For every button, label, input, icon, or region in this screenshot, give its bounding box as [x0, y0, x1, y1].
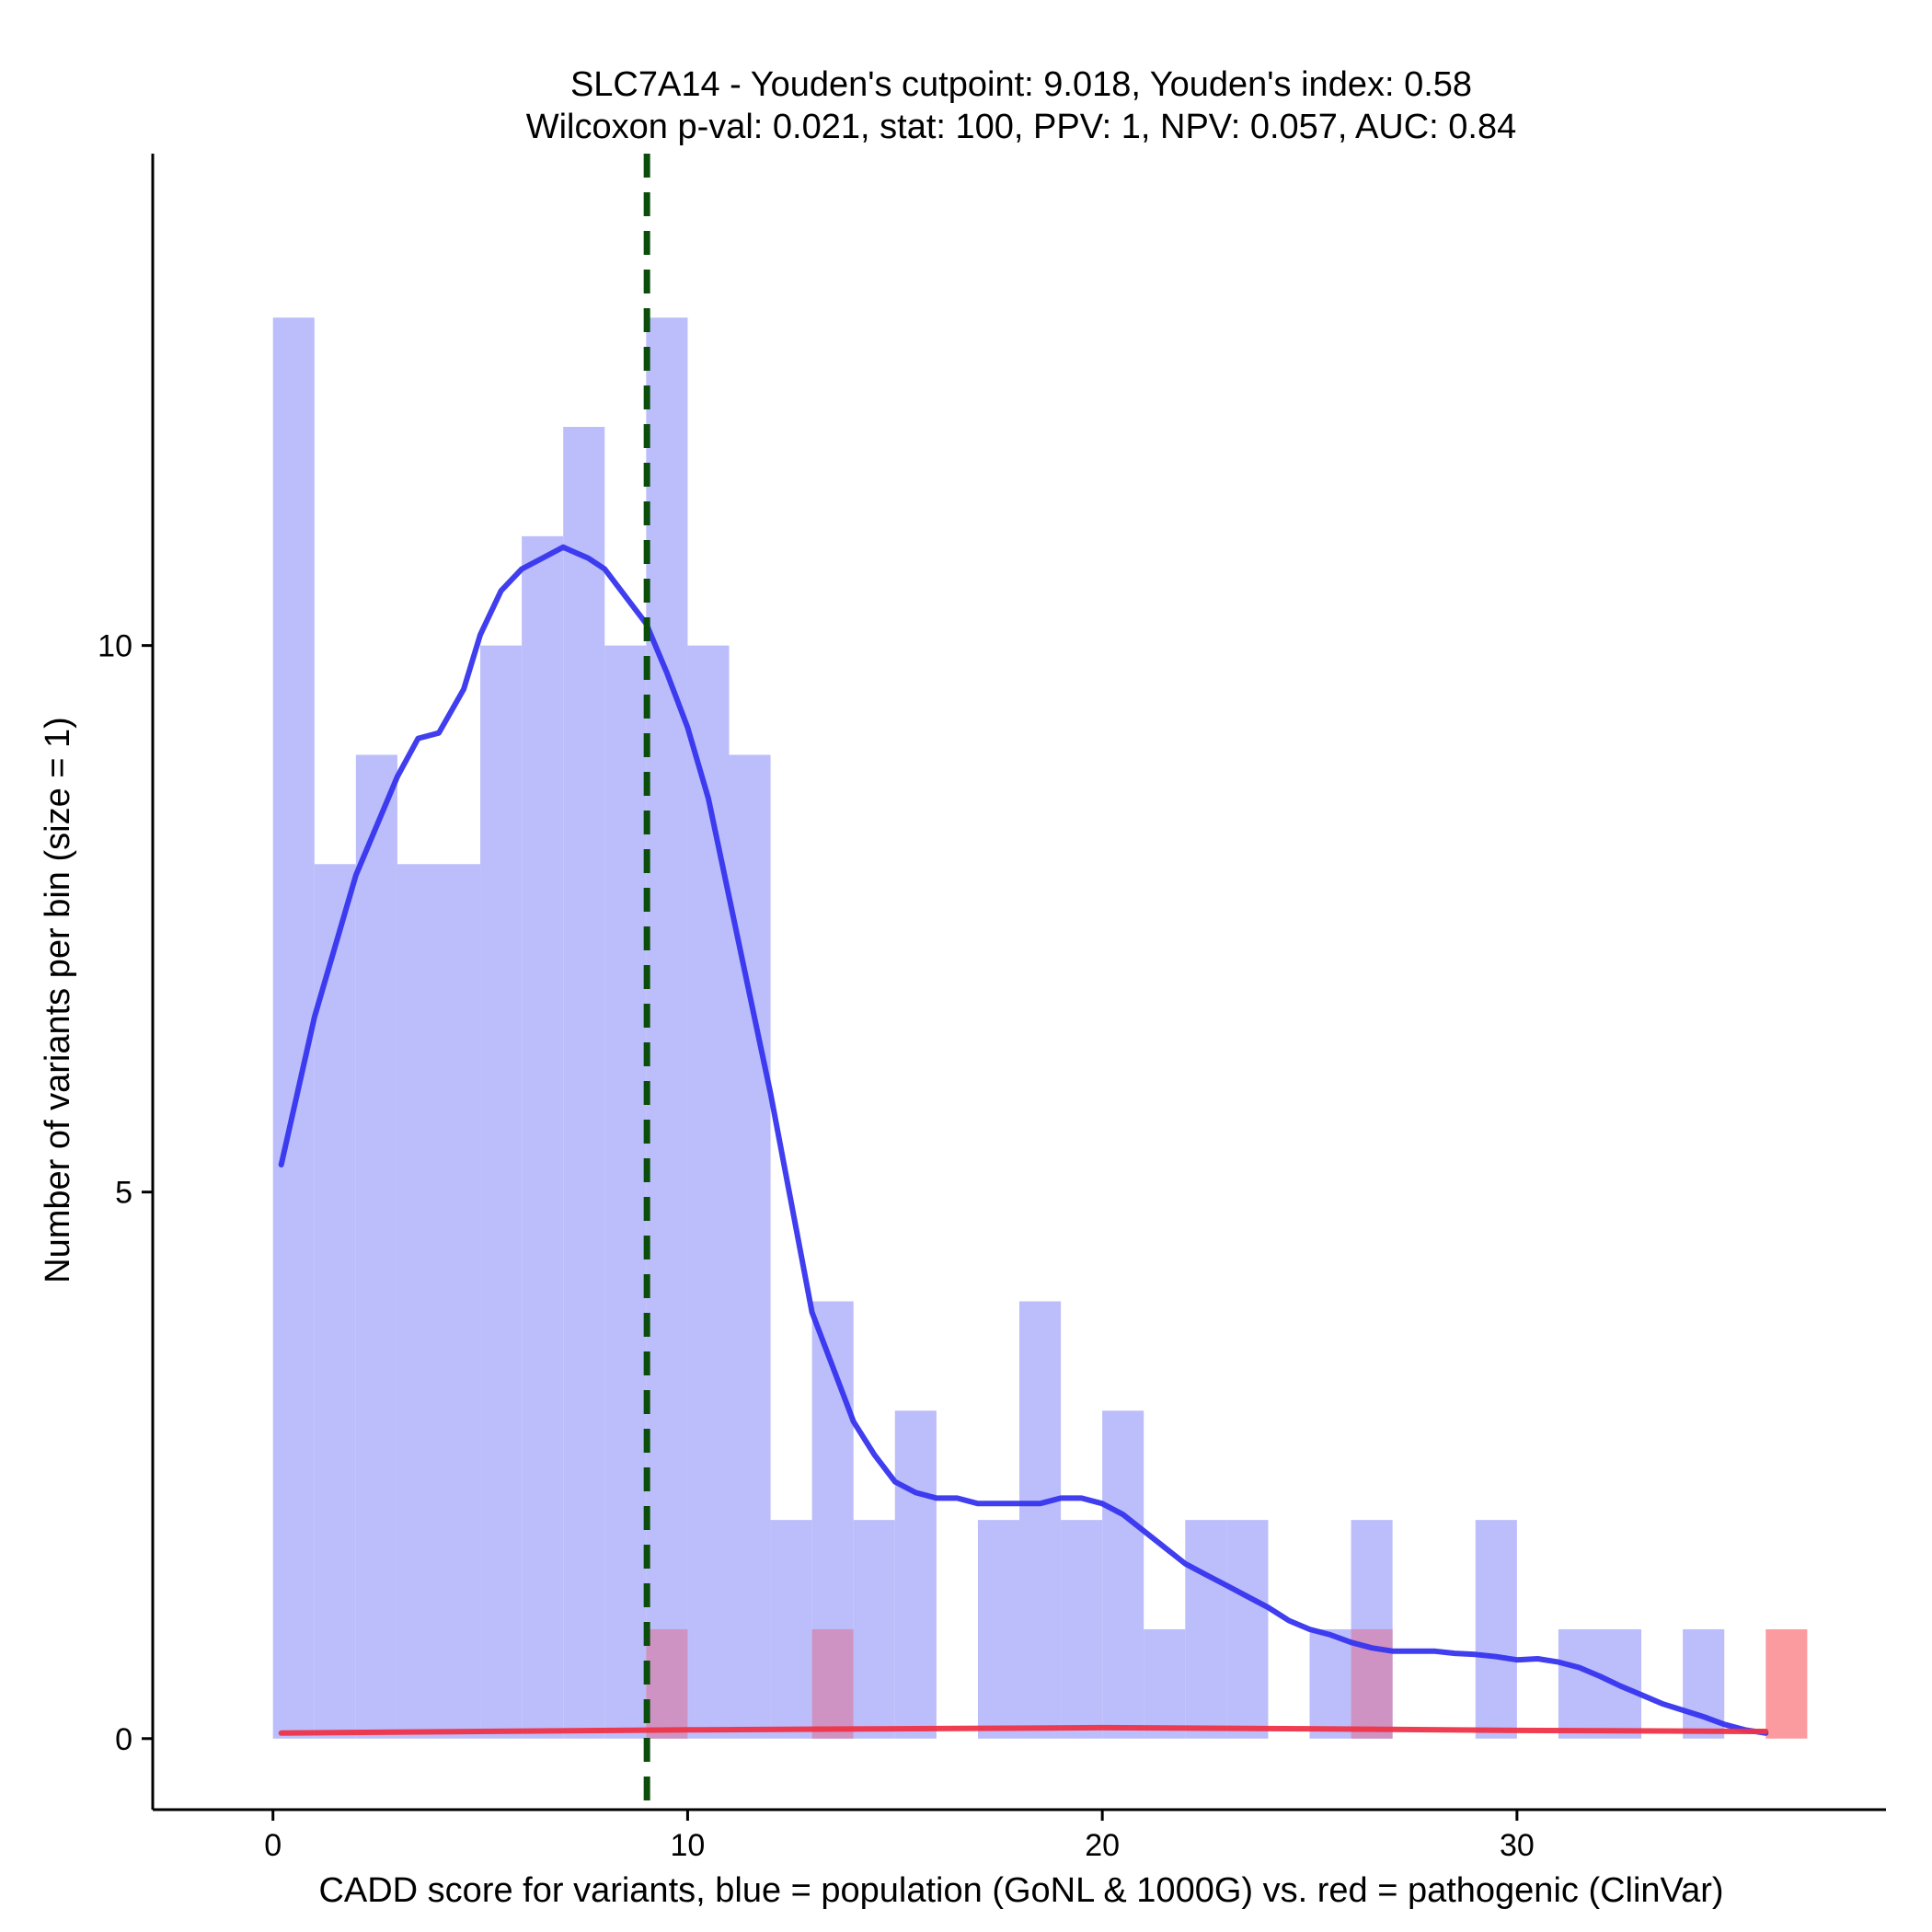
population-bar [687, 645, 730, 1739]
population-bar [977, 1520, 1019, 1739]
population-bar [355, 754, 397, 1739]
population-bar [1309, 1628, 1351, 1739]
pathogenic-bar [646, 1628, 688, 1739]
population-bar [1019, 1301, 1062, 1739]
population-bar [1102, 1410, 1144, 1739]
population-bar [1061, 1520, 1103, 1739]
population-density-line [278, 544, 1769, 1736]
population-bar [770, 1520, 812, 1739]
density-curves [278, 544, 1769, 1736]
population-bar [563, 427, 605, 1739]
x-tick-label: 0 [264, 1828, 282, 1863]
population-bar [604, 645, 647, 1739]
population-bar [1185, 1520, 1227, 1739]
y-tick-label: 10 [98, 629, 132, 664]
population-bar [1226, 1520, 1269, 1739]
y-tick-label: 5 [115, 1176, 132, 1211]
pathogenic-density-line [278, 1724, 1769, 1736]
x-tick-label: 30 [1500, 1828, 1535, 1863]
chart-subtitle: Wilcoxon p-val: 0.021, stat: 100, PPV: 1… [526, 108, 1517, 146]
x-axis-ticks: 0 10 20 30 [264, 1810, 1535, 1863]
population-bar [729, 754, 771, 1739]
population-bar [1144, 1628, 1186, 1739]
population-bar [1475, 1520, 1517, 1739]
population-bar [480, 645, 523, 1739]
population-bar [646, 317, 688, 1739]
x-axis-label: CADD score for variants, blue = populati… [318, 1871, 1723, 1910]
population-bar [272, 317, 315, 1739]
pathogenic-bar [1765, 1628, 1808, 1739]
y-axis-ticks: 0 5 10 [98, 629, 153, 1757]
x-tick-label: 10 [671, 1828, 706, 1863]
population-bar [438, 864, 481, 1739]
population-bar [397, 864, 439, 1739]
chart-title: SLC7A14 - Youden's cutpoint: 9.018, Youd… [570, 65, 1472, 104]
y-axis-label: Number of variants per bin (size = 1) [39, 717, 77, 1283]
y-tick-label: 0 [115, 1722, 132, 1757]
population-bar [522, 535, 564, 1739]
x-tick-label: 20 [1085, 1828, 1120, 1863]
pathogenic-bar [811, 1628, 854, 1739]
population-bar [894, 1410, 937, 1739]
population-bar [1558, 1628, 1601, 1739]
population-bar [314, 864, 356, 1739]
population-bars [272, 317, 1725, 1739]
population-bar [853, 1520, 895, 1739]
